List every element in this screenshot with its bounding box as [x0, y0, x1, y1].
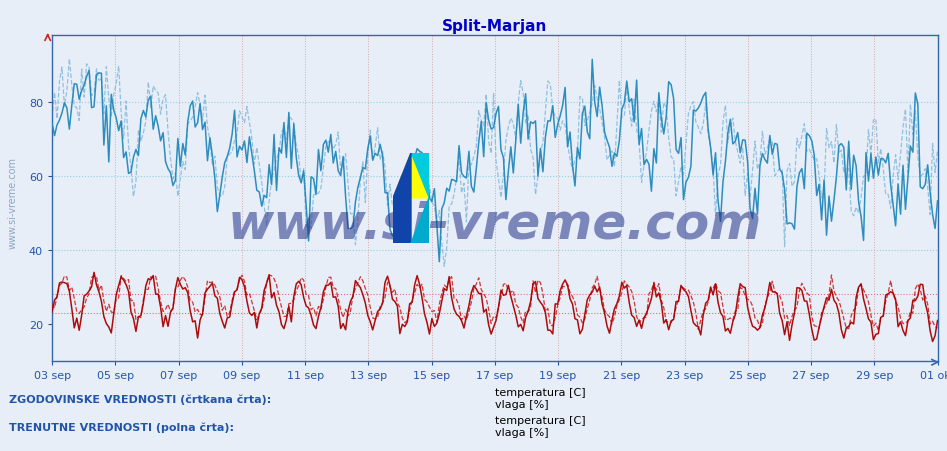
Title: Split-Marjan: Split-Marjan: [442, 18, 547, 33]
Text: TRENUTNE VREDNOSTI (polna črta):: TRENUTNE VREDNOSTI (polna črta):: [9, 422, 235, 433]
Text: temperatura [C]: temperatura [C]: [495, 387, 586, 397]
Text: vlaga [%]: vlaga [%]: [495, 400, 549, 410]
Text: vlaga [%]: vlaga [%]: [495, 428, 549, 437]
Text: ZGODOVINSKE VREDNOSTI (črtkana črta):: ZGODOVINSKE VREDNOSTI (črtkana črta):: [9, 394, 272, 405]
Text: temperatura [C]: temperatura [C]: [495, 415, 586, 425]
Polygon shape: [393, 153, 411, 244]
Text: www.si-vreme.com: www.si-vreme.com: [8, 157, 18, 249]
Polygon shape: [411, 153, 429, 198]
Polygon shape: [411, 198, 429, 244]
Text: www.si-vreme.com: www.si-vreme.com: [227, 201, 762, 249]
Polygon shape: [393, 153, 429, 198]
